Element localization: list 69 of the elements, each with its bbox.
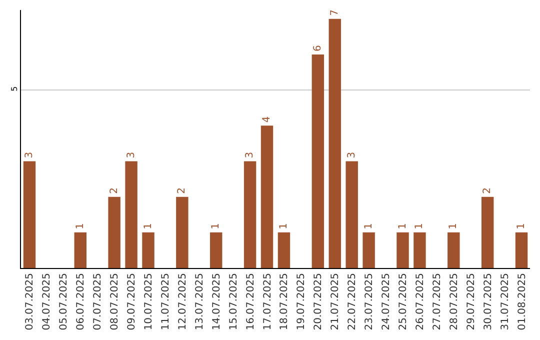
data-label: 4 [262,116,273,123]
bar [396,232,409,268]
x-tick-label: 28.07.2025 [448,273,460,330]
data-label: 1 [210,223,222,230]
bar [142,232,154,268]
x-tick-label: 01.08.2025 [516,273,528,330]
bar [260,126,274,268]
x-tick-label: 21.07.2025 [330,273,342,330]
data-label: 7 [329,10,340,16]
data-label: 1 [142,223,154,230]
data-label: 3 [244,152,256,158]
bar [414,232,426,268]
data-label: 3 [126,152,137,158]
bar [125,161,138,268]
x-tick-label: 22.07.2025 [347,273,358,330]
x-tick-label: 18.07.2025 [279,273,290,330]
bar [23,161,36,268]
bar [515,232,528,268]
data-label: 1 [448,223,460,230]
data-label: 2 [108,187,120,194]
x-tick-label: 10.07.2025 [144,273,154,330]
data-label: 3 [346,152,358,158]
x-tick-label: 07.07.2025 [92,273,104,330]
bar [278,232,290,268]
bar [346,161,358,268]
x-tick-label: 14.07.2025 [211,273,222,330]
data-label: 1 [74,223,86,230]
bar [74,232,86,268]
data-label: 1 [414,223,426,230]
x-tick-label: 20.07.2025 [313,273,324,330]
data-label: 2 [482,187,494,194]
x-tick-label: 25.07.2025 [398,273,409,330]
x-tick-label: 06.07.2025 [76,273,87,330]
x-tick-label: 11.07.2025 [160,273,172,330]
x-tick-label: 29.07.2025 [466,273,477,330]
data-label: 1 [363,223,374,230]
x-tick-label: 13.07.2025 [194,273,206,330]
data-label: 1 [516,223,528,230]
bar [362,232,375,268]
x-tick-label: 09.07.2025 [126,273,138,330]
x-tick-label: 17.07.2025 [262,273,274,330]
data-label: 2 [176,187,188,194]
x-tick-label: 24.07.2025 [381,273,392,330]
bar [210,232,222,268]
x-tick-label: 26.07.2025 [414,273,426,330]
x-tick-label: 23.07.2025 [364,273,376,330]
bar [108,196,120,268]
x-tick-label: 31.07.2025 [500,273,511,330]
x-tick-label: 03.07.2025 [24,273,36,330]
bar [481,196,494,268]
x-tick-label: 04.07.2025 [42,273,53,330]
bar [312,54,324,268]
x-tick-label: 16.07.2025 [245,273,256,330]
data-label: 1 [397,223,408,230]
x-tick-label: 08.07.2025 [110,273,121,330]
bar [176,196,188,268]
x-tick-label: 15.07.2025 [228,273,240,330]
x-tick-label: 19.07.2025 [296,273,308,330]
data-label: 3 [24,152,35,158]
x-tick-label: 05.07.2025 [58,273,70,330]
data-label: 6 [312,45,324,52]
bar [328,18,341,268]
bar [448,232,460,268]
x-tick-label: 12.07.2025 [177,273,188,330]
x-tick-label: 27.07.2025 [432,273,443,330]
y-tick-label: 5 [10,86,19,92]
bar [244,161,256,268]
x-tick-label: 30.07.2025 [482,273,494,330]
data-label: 1 [278,223,290,230]
